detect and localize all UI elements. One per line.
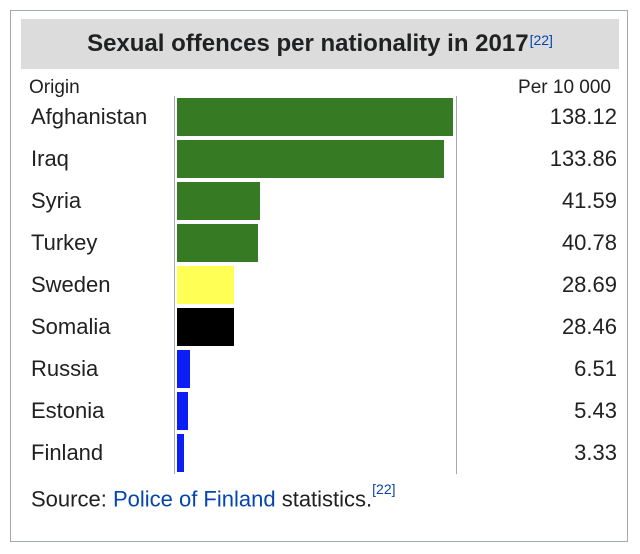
origin-header: Origin <box>29 77 80 98</box>
bar <box>177 224 258 262</box>
bar <box>177 182 260 220</box>
axis-right-line <box>456 96 457 474</box>
category-label: Estonia <box>31 398 105 423</box>
bar <box>177 434 184 472</box>
source-line: Source: Police of Finland statistics.[22… <box>31 481 396 512</box>
category-label: Somalia <box>31 314 111 339</box>
value-label: 6.51 <box>574 356 617 381</box>
source-suffix: statistics. <box>275 486 373 512</box>
value-label: 41.59 <box>561 188 617 213</box>
bar <box>177 98 453 136</box>
category-label: Turkey <box>31 230 98 255</box>
category-label: Finland <box>31 440 104 465</box>
bar <box>177 350 190 388</box>
title-reference-link[interactable]: [22] <box>529 32 553 48</box>
category-label: Russia <box>31 356 99 381</box>
value-label: 5.43 <box>574 398 617 423</box>
value-label: 133.86 <box>549 146 617 171</box>
title-reference[interactable]: [22] <box>530 32 553 48</box>
source-reference-link[interactable]: [22] <box>372 481 396 497</box>
category-label: Afghanistan <box>31 104 148 129</box>
source-link[interactable]: Police of Finland <box>112 486 276 512</box>
chart-title-bar: Sexual offences per nationality in 2017 … <box>21 19 619 69</box>
unit-header: Per 10 000 <box>518 77 611 98</box>
category-label: Sweden <box>31 272 111 297</box>
value-label: 28.69 <box>561 272 617 297</box>
category-label: Iraq <box>31 146 69 171</box>
bar <box>177 392 188 430</box>
chart-title: Sexual offences per nationality in 2017 <box>87 30 529 57</box>
category-label: Syria <box>31 188 82 213</box>
value-label: 138.12 <box>549 104 617 129</box>
chart-box: Sexual offences per nationality in 2017 … <box>10 10 628 542</box>
value-label: 3.33 <box>574 440 617 465</box>
bar <box>177 266 234 304</box>
bar <box>177 308 234 346</box>
bar <box>177 140 444 178</box>
source-prefix: Source: <box>31 486 113 512</box>
axis-left-line <box>174 96 175 474</box>
value-label: 28.46 <box>561 314 617 339</box>
value-label: 40.78 <box>561 230 617 255</box>
